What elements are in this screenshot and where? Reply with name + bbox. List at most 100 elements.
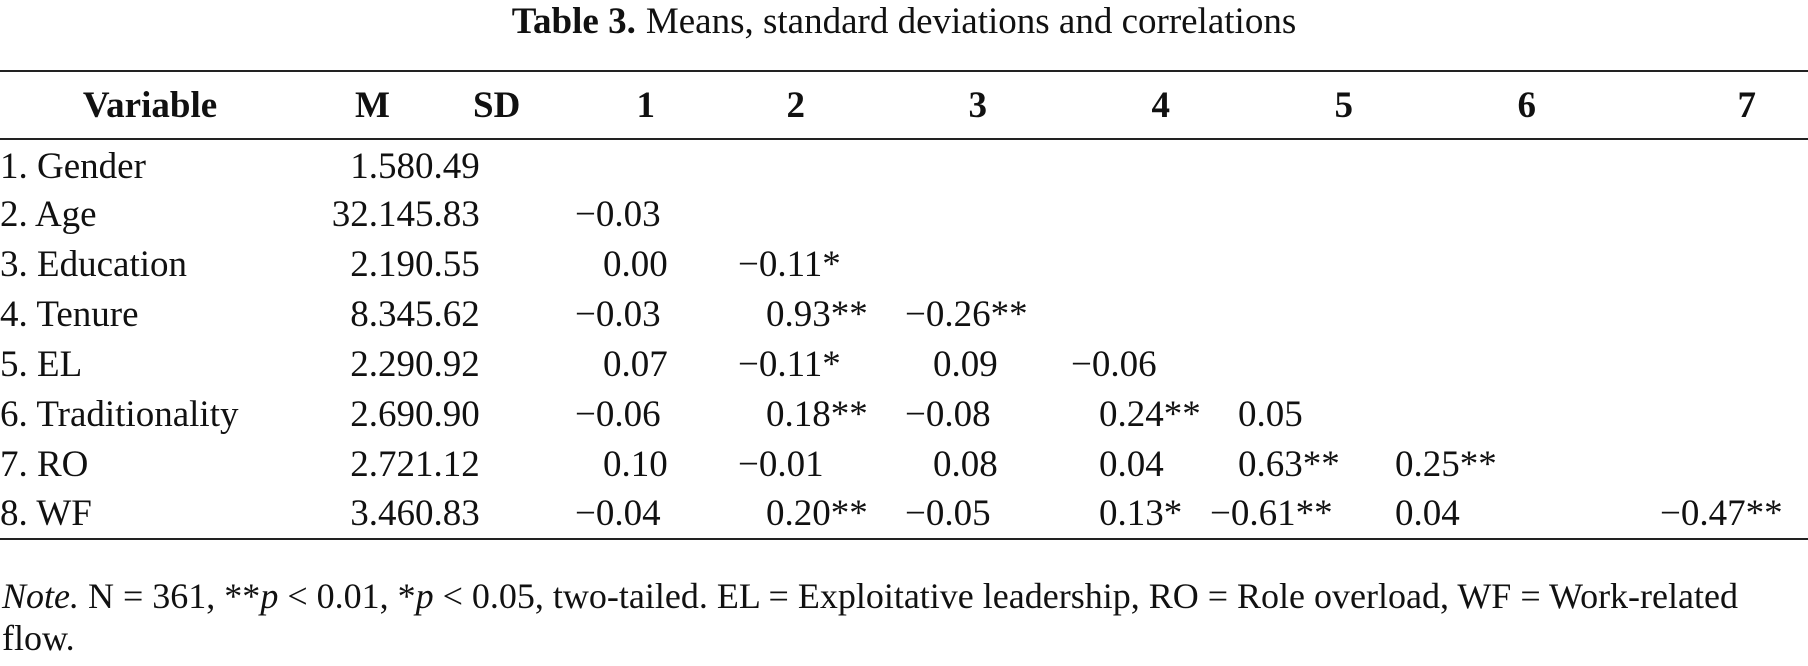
cell-variable: 2. Age: [0, 193, 97, 235]
cell-corr-1: −0.03: [575, 193, 661, 235]
cell-variable: 6. Traditionality: [0, 393, 239, 435]
note-text-b: < 0.01, *: [278, 576, 416, 616]
cell-corr-3: −0.08: [905, 393, 991, 435]
cell-sd: 5.83: [415, 193, 480, 235]
header-col-3: 3: [968, 84, 988, 126]
table-row: 5. EL 2.29 0.92 0.07 −0.11* 0.09 −0.06: [0, 339, 1808, 389]
header-row: Variable M SD 1 2 3 4 5 6 7: [0, 71, 1808, 139]
cell-mean: 2.29: [350, 343, 415, 385]
cell-corr-3: [845, 239, 1027, 289]
cell-corr-1: −0.04: [575, 493, 661, 534]
cell-mean: 2.19: [350, 243, 415, 285]
table-row: 4. Tenure 8.34 5.62 −0.03 0.93** −0.26**: [0, 289, 1808, 339]
cell-mean: 3.46: [350, 493, 415, 534]
correlation-table: Variable M SD 1 2 3 4 5 6 7 1. Gender 1.5…: [0, 70, 1808, 540]
header-mean: M: [355, 84, 390, 126]
cell-corr-5: [1210, 139, 1393, 189]
cell-corr-5: [1210, 189, 1393, 239]
cell-corr-6: [1393, 289, 1576, 339]
cell-corr-7: [1576, 189, 1808, 239]
cell-corr-7: [1576, 389, 1808, 439]
cell-corr-7: [1576, 439, 1808, 489]
cell-corr-6: 0.04: [1395, 493, 1460, 534]
cell-corr-5: 0.05: [1238, 393, 1303, 435]
cell-corr-1: 0.00: [603, 243, 668, 285]
cell-mean: 2.69: [350, 393, 415, 435]
cell-corr-2: 0.20**: [766, 493, 868, 534]
cell-variable: 4. Tenure: [0, 293, 139, 335]
cell-corr-6: [1393, 139, 1576, 189]
cell-variable: 7. RO: [0, 443, 89, 485]
caption-label: Table 3.: [511, 1, 636, 42]
cell-corr-6: [1393, 339, 1576, 389]
cell-corr-5: −0.61**: [1210, 493, 1333, 534]
cell-corr-6: 0.25**: [1395, 443, 1497, 485]
table-row: 6. Traditionality 2.69 0.90 −0.06 0.18** −0.0…: [0, 389, 1808, 439]
header-col-5: 5: [1334, 84, 1354, 126]
caption-text: Means, standard deviations and correlati…: [645, 1, 1297, 42]
cell-sd: 5.62: [415, 293, 480, 335]
cell-corr-7: [1576, 139, 1808, 189]
cell-corr-3: 0.09: [933, 343, 998, 385]
cell-corr-4: 0.04: [1099, 443, 1164, 485]
cell-corr-2: [680, 139, 845, 189]
cell-corr-4: [1027, 139, 1210, 189]
cell-corr-2: 0.18**: [766, 393, 868, 435]
cell-corr-7: [1576, 339, 1808, 389]
table-note: Note. N = 361, **p < 0.01, *p < 0.05, tw…: [2, 575, 1802, 659]
cell-variable: 5. EL: [0, 343, 83, 385]
cell-corr-2: −0.11*: [738, 343, 841, 385]
cell-corr-7: [1576, 239, 1808, 289]
cell-sd: 0.92: [415, 343, 480, 385]
cell-mean: 8.34: [350, 293, 415, 335]
cell-corr-5: [1210, 289, 1393, 339]
note-p-symbol: p: [260, 576, 279, 616]
cell-corr-3: −0.05: [905, 493, 991, 534]
cell-corr-1: [575, 139, 680, 189]
cell-sd: 0.90: [415, 393, 480, 435]
note-label: Note.: [2, 576, 79, 616]
cell-corr-2: 0.93**: [766, 293, 868, 335]
cell-sd: 0.83: [415, 493, 480, 534]
note-text-c: < 0.05, two-tailed. EL = Exploitative le…: [2, 576, 1738, 658]
cell-corr-4: −0.06: [1071, 343, 1157, 385]
cell-sd: 0.49: [415, 146, 480, 187]
table-row: 8. WF 3.46 0.83 −0.04 0.20** −0.05 0.13* −0.61*…: [0, 489, 1808, 539]
table-row: 1. Gender 1.58 0.49: [0, 139, 1808, 189]
header-col-2: 2: [786, 84, 806, 126]
header-col-6: 6: [1517, 84, 1537, 126]
header-variable: Variable: [82, 84, 218, 126]
cell-corr-6: [1393, 189, 1576, 239]
header-sd: SD: [473, 84, 521, 126]
cell-corr-3: [845, 139, 1027, 189]
cell-mean: 32.14: [331, 193, 415, 235]
table-body: 1. Gender 1.58 0.49 2. Age 32.14 5.83 −0.03 3. …: [0, 139, 1808, 539]
cell-corr-3: [845, 189, 1027, 239]
cell-corr-1: −0.06: [575, 393, 661, 435]
header-col-4: 4: [1151, 84, 1171, 126]
header-col-1: 1: [636, 84, 656, 126]
cell-corr-7: −0.47**: [1660, 493, 1783, 534]
cell-corr-1: 0.10: [603, 443, 668, 485]
note-p-symbol: p: [415, 576, 434, 616]
cell-mean: 2.72: [350, 443, 415, 485]
table-row: 2. Age 32.14 5.83 −0.03: [0, 189, 1808, 239]
table-caption: Table 3. Means, standard deviations and c…: [0, 0, 1808, 44]
cell-corr-6: [1393, 239, 1576, 289]
cell-corr-4: 0.24**: [1099, 393, 1201, 435]
table-row: 3. Education 2.19 0.55 0.00 −0.11*: [0, 239, 1808, 289]
cell-variable: 3. Education: [0, 243, 188, 285]
cell-mean: 1.58: [350, 146, 415, 187]
cell-corr-3: −0.26**: [905, 293, 1028, 335]
cell-sd: 0.55: [415, 243, 480, 285]
cell-corr-4: [1027, 239, 1210, 289]
cell-corr-7: [1576, 289, 1808, 339]
cell-corr-1: −0.03: [575, 293, 661, 335]
cell-sd: 1.12: [415, 443, 480, 485]
cell-corr-6: [1393, 389, 1576, 439]
cell-corr-2: [680, 189, 845, 239]
cell-corr-4: [1027, 289, 1210, 339]
cell-corr-3: 0.08: [933, 443, 998, 485]
cell-corr-4: 0.13*: [1099, 493, 1183, 534]
